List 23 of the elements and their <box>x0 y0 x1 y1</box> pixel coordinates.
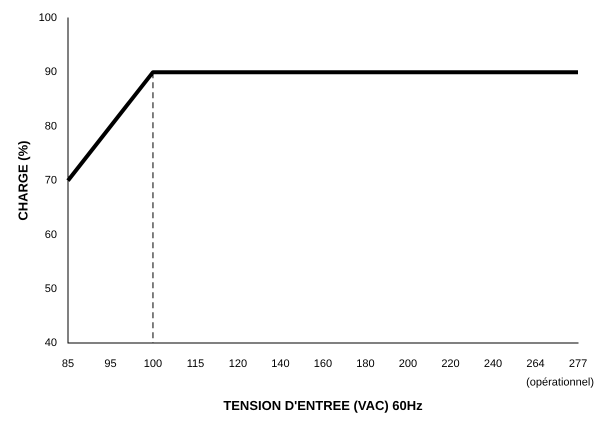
y-tick-label: 50 <box>44 283 57 296</box>
x-tick-label: 240 <box>484 358 502 370</box>
y-tick-label: 70 <box>44 174 57 187</box>
x-axis-title: TENSION D'ENTREE (VAC) 60Hz <box>223 398 424 413</box>
text: (opérationnel) <box>526 376 594 389</box>
x-tick-label: 200 <box>398 358 418 370</box>
y-axis-title: CHARGE (%) <box>15 140 30 221</box>
x-tick-label: 160 <box>314 358 332 370</box>
x-tick-label: 277 <box>568 358 588 370</box>
x-tick-label: 95 <box>104 358 117 370</box>
x-tick-label: 100 <box>144 358 162 370</box>
x-tick-label: 85 <box>62 358 74 370</box>
x-tick-label: 140 <box>271 358 290 370</box>
x-tick-label: 180 <box>356 358 375 370</box>
y-tick-label: 40 <box>44 337 57 350</box>
y-tick-label: 60 <box>44 228 57 241</box>
y-tick-label: 90 <box>44 66 57 78</box>
y-tick-label: 80 <box>44 120 57 132</box>
x-tick-label: 220 <box>441 358 460 370</box>
x-tick-label: 120 <box>228 358 248 370</box>
x-tick-label: 115 <box>186 358 204 370</box>
x-tick-label: 264 <box>526 358 545 370</box>
y-tick-label: 100 <box>38 12 57 24</box>
